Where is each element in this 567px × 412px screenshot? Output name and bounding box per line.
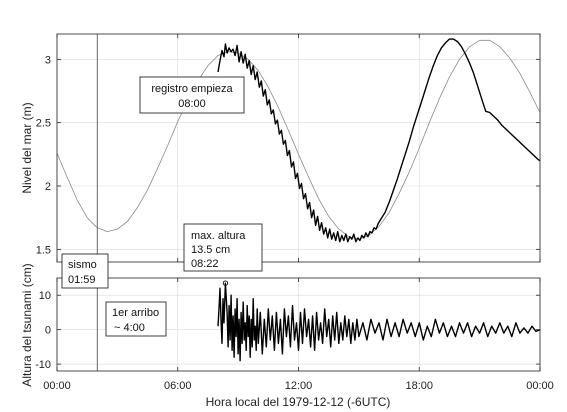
tsunami-series <box>217 280 541 362</box>
record-start-box <box>139 76 245 114</box>
earthquake-box <box>61 253 109 289</box>
tsunami-panel: -10 0 10 00:00 06:00 12:00 18:00 00:00 Altura … <box>20 263 554 409</box>
max-height-time: 08:22 <box>191 258 219 270</box>
max-height-label: max. altura <box>191 230 246 242</box>
x-tick-label-4: 00:00 <box>526 380 554 392</box>
sea-level-y-tick-label-2: 2.5 <box>36 118 51 130</box>
first-arrival-annotation: 1er arribo ~ 4:00 <box>105 301 167 337</box>
sea-level-grid <box>56 34 541 262</box>
earthquake-time: 01:59 <box>68 274 96 286</box>
record-start-annotation: registro empieza 08:00 <box>139 76 245 114</box>
max-height-marker <box>222 280 229 286</box>
first-arrival-box <box>105 301 167 337</box>
max-height-value: 13.5 cm <box>191 244 230 256</box>
x-tick-label-0: 00:00 <box>43 380 71 392</box>
first-arrival-time: ~ 4:00 <box>114 322 145 334</box>
sea-level-panel: 1.5 2 2.5 3 Nivel del mar (m) <box>20 33 541 263</box>
sea-level-y-tick-label-0: 1.5 <box>36 244 51 256</box>
sea-level-y-label: Nivel del mar (m) <box>20 102 34 193</box>
tsunami-line-tsunami-residual <box>217 282 541 362</box>
sea-level-line-observed-record <box>217 38 541 243</box>
earthquake-label: sismo <box>68 259 97 271</box>
max-height-box <box>183 223 263 272</box>
tsunami-y-tick-label-2: 10 <box>39 290 51 302</box>
earthquake-annotation: sismo 01:59 <box>61 253 109 289</box>
sea-level-y-tick-label-1: 2 <box>45 181 51 193</box>
record-start-time: 08:00 <box>178 98 206 110</box>
tsunami-y-tick-label-1: 0 <box>45 325 51 337</box>
tsunami-y-ticks: -10 0 10 <box>35 278 541 371</box>
sea-level-y-ticks: 1.5 2 2.5 3 <box>36 34 541 262</box>
sea-level-series <box>56 38 541 243</box>
x-axis-ticks: 00:00 06:00 12:00 18:00 00:00 <box>43 380 554 392</box>
sea-level-line-predicted-tide <box>56 39 541 240</box>
sea-level-y-tick-label-3: 3 <box>45 54 51 66</box>
record-start-label: registro empieza <box>151 83 233 95</box>
first-arrival-label: 1er arribo <box>112 307 159 319</box>
x-tick-label-3: 18:00 <box>405 380 433 392</box>
tsunami-y-tick-label-0: -10 <box>35 359 51 371</box>
max-height-annotation: max. altura 13.5 cm 08:22 <box>183 223 263 272</box>
tsunami-y-label: Altura del tsunami (cm) <box>20 263 34 386</box>
x-axis-label: Hora local del 1979-12-12 (-6UTC) <box>206 395 391 409</box>
x-tick-label-2: 12:00 <box>285 380 313 392</box>
x-tick-label-1: 06:00 <box>164 380 192 392</box>
